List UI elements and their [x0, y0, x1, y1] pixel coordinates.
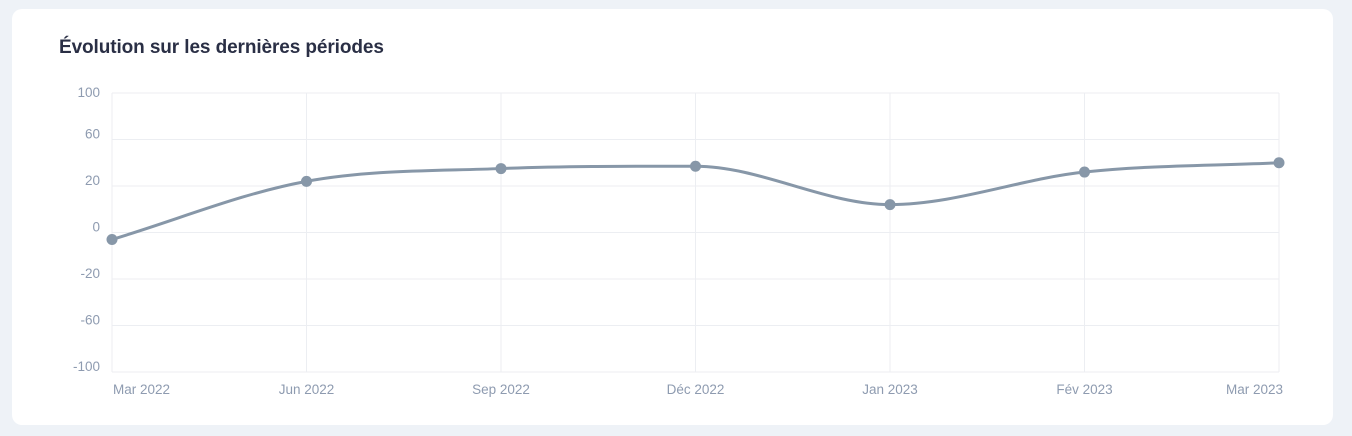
y-axis-ticks: 100 60 20 0 -20 -60 -100 — [73, 85, 100, 374]
x-tick-label: Mar 2023 — [1226, 382, 1283, 397]
y-tick-label: -20 — [80, 266, 100, 281]
chart-title: Évolution sur les dernières périodes — [59, 37, 384, 58]
data-point[interactable] — [690, 160, 701, 172]
y-tick-label: -100 — [73, 359, 100, 374]
x-tick-label: Déc 2022 — [667, 382, 725, 397]
data-point[interactable] — [301, 175, 312, 187]
y-tick-label: 60 — [85, 127, 100, 142]
data-point[interactable] — [495, 163, 507, 175]
y-tick-label: 20 — [85, 173, 100, 188]
x-tick-label: Mar 2022 — [113, 382, 170, 397]
data-point[interactable] — [1079, 166, 1090, 178]
x-tick-label: Sep 2022 — [472, 382, 530, 397]
data-point[interactable] — [1273, 157, 1285, 169]
data-point[interactable] — [884, 199, 896, 211]
x-axis-ticks: Mar 2022 Jun 2022 Sep 2022 Déc 2022 Jan 2023… — [113, 382, 1283, 397]
y-tick-label: 0 — [92, 220, 100, 235]
x-tick-label: Fév 2023 — [1056, 382, 1112, 397]
series-layer — [106, 157, 1285, 245]
y-tick-label: 100 — [77, 85, 100, 100]
data-point[interactable] — [106, 233, 118, 245]
chart-card: Évolution sur les dernières périodes — [12, 9, 1333, 425]
x-tick-label: Jun 2022 — [279, 382, 335, 397]
y-tick-label: -60 — [80, 313, 100, 328]
x-tick-label: Jan 2023 — [862, 382, 918, 397]
chart-grid — [111, 92, 1280, 373]
